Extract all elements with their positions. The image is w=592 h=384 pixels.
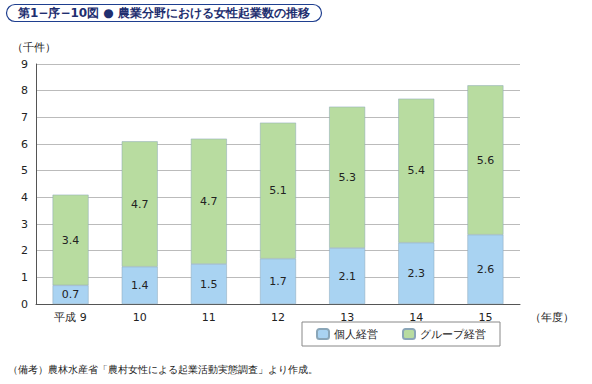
svg-text:5.6: 5.6 xyxy=(477,154,495,167)
svg-text:個人経営: 個人経営 xyxy=(334,328,378,341)
svg-text:4.7: 4.7 xyxy=(131,198,149,211)
svg-text:9: 9 xyxy=(21,58,28,71)
svg-text:（千件）: （千件） xyxy=(12,41,56,54)
svg-text:10: 10 xyxy=(133,311,147,324)
svg-text:14: 14 xyxy=(409,311,424,324)
svg-text:5.1: 5.1 xyxy=(269,184,287,197)
svg-text:12: 12 xyxy=(271,311,285,324)
svg-text:5.4: 5.4 xyxy=(408,164,426,177)
svg-text:11: 11 xyxy=(202,311,216,324)
svg-text:2.3: 2.3 xyxy=(408,267,426,280)
svg-text:6: 6 xyxy=(21,138,28,151)
svg-text:平成 9: 平成 9 xyxy=(54,311,87,324)
svg-text:第1−序−10図 ● 農業分野における女性起業数の推移: 第1−序−10図 ● 農業分野における女性起業数の推移 xyxy=(17,6,310,20)
svg-text:0: 0 xyxy=(21,298,28,311)
svg-text:（年度）: （年度） xyxy=(530,311,574,324)
svg-text:7: 7 xyxy=(21,111,28,124)
svg-text:1.7: 1.7 xyxy=(269,275,287,288)
svg-text:1.5: 1.5 xyxy=(200,278,218,291)
svg-text:（備考）農林水産省「農村女性による起業活動実態調査」より作成: （備考）農林水産省「農村女性による起業活動実態調査」より作成。 xyxy=(8,364,318,375)
svg-text:4.7: 4.7 xyxy=(200,195,218,208)
svg-text:15: 15 xyxy=(478,311,493,324)
svg-text:1.4: 1.4 xyxy=(131,279,149,292)
svg-text:グループ経営: グループ経営 xyxy=(420,328,486,341)
svg-text:2.1: 2.1 xyxy=(338,270,356,283)
svg-text:8: 8 xyxy=(21,84,28,97)
svg-text:2.6: 2.6 xyxy=(477,263,495,276)
svg-text:4: 4 xyxy=(21,191,28,204)
svg-text:2: 2 xyxy=(21,244,28,257)
svg-text:5.3: 5.3 xyxy=(338,171,356,184)
svg-text:3.4: 3.4 xyxy=(62,234,80,247)
svg-text:0.7: 0.7 xyxy=(62,288,80,301)
svg-text:13: 13 xyxy=(340,311,355,324)
svg-text:5: 5 xyxy=(21,164,28,177)
svg-text:3: 3 xyxy=(21,218,28,231)
svg-text:1: 1 xyxy=(21,271,28,284)
